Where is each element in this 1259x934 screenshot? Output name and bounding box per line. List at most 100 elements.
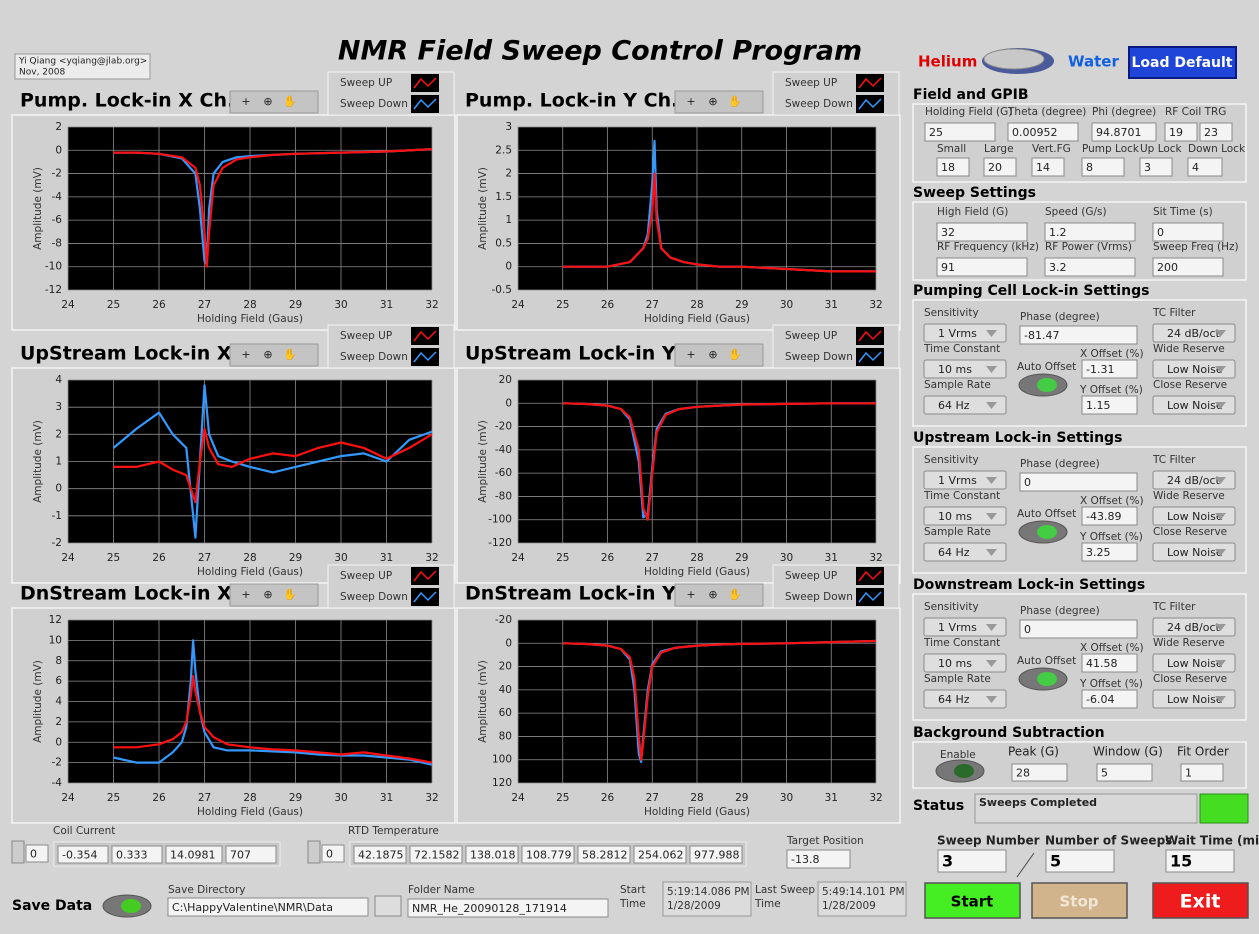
time-constant-dropdown[interactable]: [923, 506, 1007, 526]
sample-rate-dropdown[interactable]: [923, 542, 1007, 562]
array-value-box[interactable]: [689, 845, 743, 864]
array-value-box[interactable]: [633, 845, 687, 864]
array-value-box[interactable]: [353, 845, 407, 864]
exit-button[interactable]: [1152, 882, 1249, 919]
field-value-box[interactable]: [1044, 222, 1136, 242]
array-index-spinner[interactable]: [11, 840, 25, 864]
field-value-box[interactable]: [924, 122, 996, 142]
sensitivity-dropdown[interactable]: [923, 323, 1007, 343]
array-value-box[interactable]: [225, 845, 277, 864]
target-value-box[interactable]: [786, 849, 851, 869]
field-value-box[interactable]: [1187, 157, 1223, 177]
graph-palette[interactable]: [674, 343, 764, 367]
field-label: Phase (degree): [1020, 311, 1100, 323]
legend-label: Sweep UP: [785, 570, 837, 582]
field-value-box[interactable]: [1044, 257, 1136, 277]
field-value-box[interactable]: [1164, 122, 1198, 142]
sensitivity: 1 Vrms: [938, 621, 977, 634]
graph-palette[interactable]: [674, 90, 764, 114]
count-value-box[interactable]: [937, 849, 1007, 873]
wide-reserve-dropdown[interactable]: [1152, 506, 1236, 526]
field-value-box[interactable]: [1152, 257, 1224, 277]
y-offset-value-box[interactable]: [1081, 542, 1138, 562]
palette-icon: +: [686, 348, 695, 361]
array-value-box[interactable]: [409, 845, 463, 864]
phase-value-box[interactable]: [1019, 619, 1138, 639]
field-label: Speed (G/s): [1045, 206, 1107, 218]
wide-reserve-dropdown[interactable]: [1152, 359, 1236, 379]
close-reserve-dropdown[interactable]: [1152, 542, 1236, 562]
field-value-box[interactable]: [1091, 122, 1157, 142]
field-value-box[interactable]: [1180, 763, 1224, 782]
field-value-box[interactable]: [983, 157, 1017, 177]
field-value-box[interactable]: [1031, 157, 1065, 177]
sample-rate-dropdown[interactable]: [923, 689, 1007, 709]
dropdown-arrow: [986, 549, 997, 556]
tc-filter-dropdown[interactable]: [1152, 470, 1236, 490]
graph-palette[interactable]: [674, 583, 764, 607]
array-value-box[interactable]: [521, 845, 575, 864]
section-title: Sweep Settings: [913, 185, 1036, 201]
load-default-button[interactable]: [1128, 46, 1237, 79]
array-value-box[interactable]: [165, 845, 223, 864]
close-reserve-dropdown[interactable]: [1152, 689, 1236, 709]
time-constant-dropdown[interactable]: [923, 653, 1007, 673]
sensitivity-dropdown[interactable]: [923, 470, 1007, 490]
legend-line: [858, 591, 882, 603]
y-offset-value-box[interactable]: [1081, 395, 1138, 415]
legend-line: [858, 570, 882, 582]
array-value-box[interactable]: [57, 845, 109, 864]
field-value-box[interactable]: [1011, 763, 1068, 782]
field-value-box[interactable]: [1096, 763, 1153, 782]
wide-reserve-dropdown[interactable]: [1152, 653, 1236, 673]
y-offset-value: 1.15: [1086, 399, 1111, 412]
browse-button[interactable]: [374, 895, 402, 917]
field-value-box[interactable]: [1081, 157, 1125, 177]
x-offset-value-box[interactable]: [1081, 653, 1138, 673]
array-index-spinner[interactable]: [307, 840, 321, 864]
y-tick-label: 4: [55, 374, 62, 386]
sample-rate-dropdown[interactable]: [923, 395, 1007, 415]
sensitivity-dropdown[interactable]: [923, 617, 1007, 637]
field-value-box[interactable]: [936, 157, 970, 177]
stop-button[interactable]: [1031, 882, 1128, 919]
folder-value: NMR_He_20090128_171914: [412, 902, 567, 915]
array-value-box[interactable]: [111, 845, 163, 864]
x-tick-label: 30: [780, 552, 793, 564]
y-offset-value-box[interactable]: [1081, 689, 1138, 709]
y-tick-label: -100: [488, 514, 512, 526]
field-value-box[interactable]: [936, 222, 1028, 242]
start-button[interactable]: [924, 882, 1021, 919]
graph-palette[interactable]: [229, 90, 319, 114]
count-value-box[interactable]: [1045, 849, 1115, 873]
field-value: 28: [1016, 767, 1030, 780]
graph-palette[interactable]: [229, 583, 319, 607]
phase-value-box[interactable]: [1019, 472, 1138, 492]
tc-filter-dropdown[interactable]: [1152, 617, 1236, 637]
field-label: RF Frequency (kHz): [937, 241, 1039, 253]
chart-title: UpStream Lock-in Y: [465, 343, 676, 365]
field-value-box[interactable]: [1199, 122, 1233, 142]
field-value-box[interactable]: [936, 257, 1028, 277]
x-tick-label: 26: [601, 552, 615, 564]
x-offset-value-box[interactable]: [1081, 359, 1138, 379]
start-label: Start: [951, 893, 994, 911]
date-value: 1/28/2009: [667, 900, 721, 912]
time-constant-dropdown[interactable]: [923, 359, 1007, 379]
time-constant: 10 ms: [938, 510, 972, 523]
tc-filter-dropdown[interactable]: [1152, 323, 1236, 343]
field-value-box[interactable]: [1007, 122, 1079, 142]
array-value-box[interactable]: [465, 845, 519, 864]
count-value-box[interactable]: [1165, 849, 1235, 873]
array-index-box[interactable]: [25, 844, 49, 863]
array-index-box[interactable]: [321, 844, 345, 863]
array-value-box[interactable]: [577, 845, 631, 864]
phase-value-box[interactable]: [1019, 325, 1138, 345]
field-value-box[interactable]: [1139, 157, 1173, 177]
x-offset-value-box[interactable]: [1081, 506, 1138, 526]
directory-value-box[interactable]: [167, 897, 369, 917]
graph-palette[interactable]: [229, 343, 319, 367]
close-reserve-dropdown[interactable]: [1152, 395, 1236, 415]
field-value-box[interactable]: [1152, 222, 1224, 242]
folder-value-box[interactable]: [407, 898, 609, 918]
